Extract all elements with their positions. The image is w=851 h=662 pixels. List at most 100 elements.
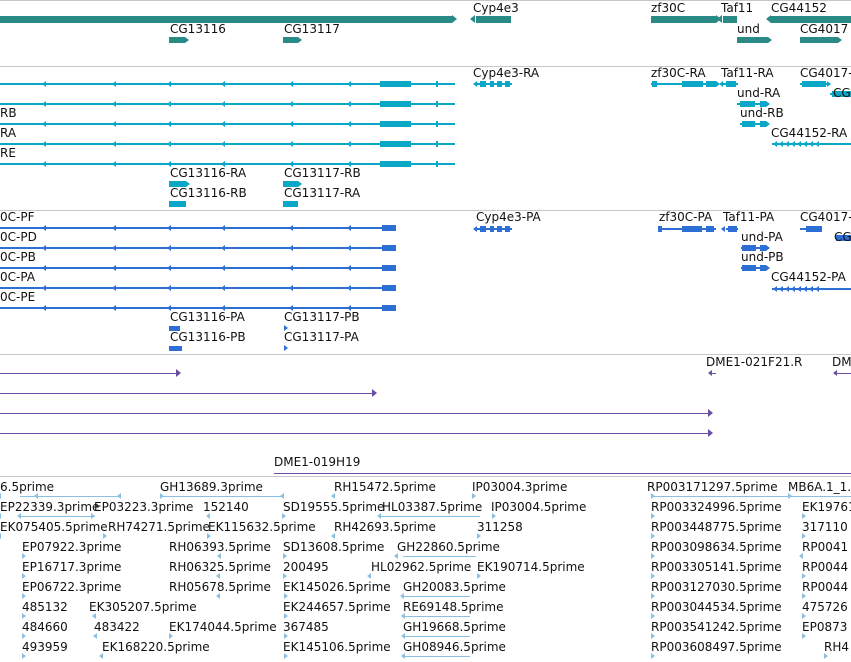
est-label[interactable]: EK19761 [802, 500, 851, 514]
transcript-label[interactable]: zf30C-RA [651, 66, 706, 80]
est-alignment[interactable] [20, 495, 120, 497]
gene-label[interactable]: zf30C [651, 1, 686, 15]
transcript-cg13116-rb[interactable] [169, 201, 186, 207]
est-label[interactable]: RH06325.5prime [169, 560, 271, 574]
est-label[interactable]: EK075405.5prime [0, 520, 108, 534]
est-label[interactable]: GH13689.3prime [160, 480, 263, 494]
cdna-alignment[interactable] [0, 372, 176, 374]
exon-block[interactable] [740, 101, 755, 107]
est-label[interactable]: RP0044 [802, 580, 849, 594]
exon-block[interactable] [802, 81, 826, 87]
est-label[interactable]: 6.5prime [0, 480, 55, 494]
est-label[interactable]: RP0041 [802, 540, 849, 554]
transcript-row[interactable] [0, 83, 455, 85]
cds-label[interactable]: Taf11-PA [723, 210, 775, 224]
est-alignment[interactable] [380, 515, 480, 517]
gene-label[interactable]: CG13116 [170, 22, 226, 36]
gene-cyp4e3-neighbor-bar[interactable] [0, 15, 452, 23]
gene-zf30c-bar[interactable] [651, 15, 716, 23]
cds-cyp4e3-pa[interactable] [476, 228, 512, 230]
exon-block[interactable] [382, 225, 396, 231]
exon-block[interactable] [760, 265, 766, 271]
exon-block[interactable] [497, 81, 502, 87]
cdna-alignment[interactable] [709, 372, 716, 374]
est-label[interactable]: 152140 [203, 500, 249, 514]
transcript-label[interactable]: RE [0, 146, 16, 160]
est-label[interactable]: EK244657.5prime [283, 600, 391, 614]
exon-block[interactable] [380, 81, 411, 87]
est-label[interactable]: IP03004.3prime [472, 480, 568, 494]
est-label[interactable]: 493959 [22, 640, 68, 654]
est-alignment[interactable] [20, 515, 95, 517]
cds-row[interactable] [0, 227, 396, 229]
est-label[interactable]: GH20083.5prime [403, 580, 506, 594]
est-label[interactable]: RH4 [824, 640, 849, 654]
exon-block[interactable] [682, 226, 702, 232]
gene-taf11-bar[interactable] [723, 15, 737, 23]
cds-row[interactable] [0, 247, 396, 249]
cds-label[interactable]: CG13116-PB [170, 330, 246, 344]
cds-label[interactable]: 0C-PF [0, 210, 35, 224]
exon-block[interactable] [480, 81, 486, 87]
transcript-label[interactable]: und-RA [737, 86, 781, 100]
exon-block[interactable] [652, 81, 657, 87]
est-label[interactable]: EK305207.5prime [89, 600, 197, 614]
est-label[interactable]: EK190714.5prime [477, 560, 585, 574]
exon-block[interactable] [382, 305, 396, 311]
cds-label[interactable]: und-PA [741, 230, 783, 244]
est-label[interactable]: GH22860.5prime [397, 540, 500, 554]
exon-block[interactable] [806, 226, 822, 232]
cdna-alignment[interactable] [836, 372, 851, 374]
est-label[interactable]: EK174044.5prime [169, 620, 277, 634]
est-label[interactable]: EK115632.5prime [208, 520, 316, 534]
est-label[interactable]: 200495 [283, 560, 329, 574]
cds-cg-partial[interactable] [836, 235, 851, 241]
exon-block[interactable] [706, 81, 716, 87]
exon-block[interactable] [490, 226, 494, 232]
transcript-label[interactable]: CG [833, 86, 851, 100]
gene-cg13117-bar[interactable] [283, 37, 298, 43]
est-label[interactable]: RH15472.5prime [334, 480, 436, 494]
gene-label[interactable]: Cyp4e3 [473, 1, 519, 15]
cds-cg13116-pb[interactable] [169, 345, 182, 351]
est-label[interactable]: 317110 [802, 520, 848, 534]
est-label[interactable]: GH19668.5prime [403, 620, 506, 634]
cdna-label[interactable]: DME1-019H19 [274, 455, 361, 469]
exon-block[interactable] [505, 226, 510, 232]
exon-block[interactable] [832, 91, 851, 97]
exon-block[interactable] [726, 81, 736, 87]
cds-row[interactable] [0, 287, 396, 289]
transcript-row[interactable] [0, 103, 455, 105]
exon-block[interactable] [760, 245, 766, 251]
transcript-cg13116-ra[interactable] [169, 181, 186, 187]
gene-cg13116-bar[interactable] [169, 37, 185, 43]
cds-label[interactable]: 0C-PD [0, 230, 37, 244]
est-label[interactable]: EP0873 [802, 620, 848, 634]
exon-block[interactable] [436, 141, 438, 147]
transcript-label[interactable]: CG13116-RA [170, 166, 247, 180]
exon-block[interactable] [436, 101, 438, 107]
est-label[interactable]: 483422 [94, 620, 140, 634]
est-label[interactable]: RP003448775.5prime [651, 520, 782, 534]
transcript-row[interactable] [0, 143, 455, 145]
exon-block[interactable] [380, 141, 411, 147]
est-label[interactable]: EP07922.3prime [22, 540, 122, 554]
est-label[interactable]: RE69148.5prime [403, 600, 504, 614]
est-label[interactable]: RH42693.5prime [334, 520, 436, 534]
gene-cyp4e3-bar[interactable] [476, 15, 511, 23]
gene-label[interactable]: und [737, 22, 760, 36]
est-label[interactable]: GH08946.5prime [403, 640, 506, 654]
cds-cg13116-pa[interactable] [169, 325, 180, 331]
cds-label[interactable]: 0C-PA [0, 270, 36, 284]
transcript-label[interactable]: RB [0, 106, 17, 120]
cdna-alignment[interactable] [274, 472, 851, 474]
est-label[interactable]: EK145026.5prime [283, 580, 391, 594]
transcript-label[interactable]: CG13117-RB [284, 166, 361, 180]
est-label[interactable]: EP06722.3prime [22, 580, 122, 594]
est-label[interactable]: SD19555.5prime [283, 500, 385, 514]
est-label[interactable]: 367485 [283, 620, 329, 634]
exon-block[interactable] [706, 226, 714, 232]
exon-block[interactable] [742, 265, 756, 271]
exon-block[interactable] [382, 265, 396, 271]
cds-label[interactable]: CG13117-PB [284, 310, 360, 324]
